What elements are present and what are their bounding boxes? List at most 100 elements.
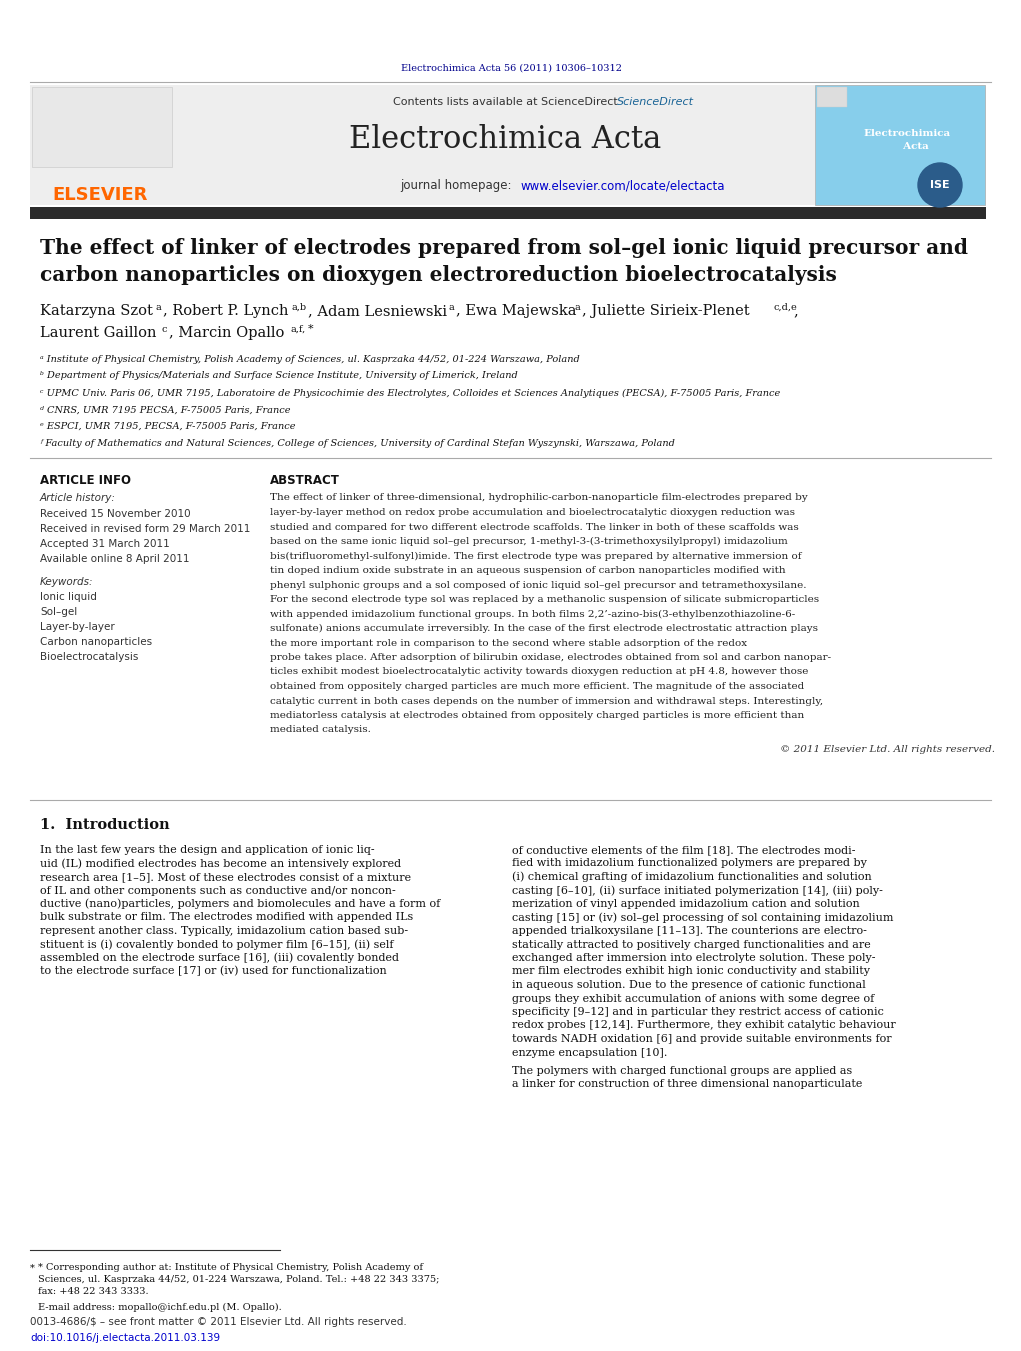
Text: , Marcin Opallo: , Marcin Opallo xyxy=(169,326,285,340)
Text: enzyme encapsulation [10].: enzyme encapsulation [10]. xyxy=(512,1047,668,1058)
Text: a linker for construction of three dimensional nanoparticulate: a linker for construction of three dimen… xyxy=(512,1079,863,1089)
Text: fax: +48 22 343 3333.: fax: +48 22 343 3333. xyxy=(38,1288,149,1297)
Text: ABSTRACT: ABSTRACT xyxy=(270,473,340,486)
Text: journal homepage:: journal homepage: xyxy=(400,180,516,192)
Text: The polymers with charged functional groups are applied as: The polymers with charged functional gro… xyxy=(512,1066,853,1075)
Text: with appended imidazolium functional groups. In both films 2,2’-azino-bis(3-ethy: with appended imidazolium functional gro… xyxy=(270,609,795,619)
Text: a: a xyxy=(448,303,453,312)
Text: assembled on the electrode surface [16], (iii) covalently bonded: assembled on the electrode surface [16],… xyxy=(40,952,399,963)
Text: , Robert P. Lynch: , Robert P. Lynch xyxy=(163,304,289,317)
Text: mer film electrodes exhibit high ionic conductivity and stability: mer film electrodes exhibit high ionic c… xyxy=(512,966,870,977)
Text: E-mail address: mopallo@ichf.edu.pl (M. Opallo).: E-mail address: mopallo@ichf.edu.pl (M. … xyxy=(38,1302,282,1312)
Text: Bioelectrocatalysis: Bioelectrocatalysis xyxy=(40,653,139,662)
Text: in aqueous solution. Due to the presence of cationic functional: in aqueous solution. Due to the presence… xyxy=(512,979,866,990)
Text: based on the same ionic liquid sol–gel precursor, 1-methyl-3-(3-trimethoxysilylp: based on the same ionic liquid sol–gel p… xyxy=(270,536,788,546)
Text: casting [6–10], (ii) surface initiated polymerization [14], (iii) poly-: casting [6–10], (ii) surface initiated p… xyxy=(512,885,883,896)
Text: www.elsevier.com/locate/electacta: www.elsevier.com/locate/electacta xyxy=(520,180,725,192)
Text: ᵈ CNRS, UMR 7195 PECSA, F-75005 Paris, France: ᵈ CNRS, UMR 7195 PECSA, F-75005 Paris, F… xyxy=(40,405,291,415)
Text: ᵇ Department of Physics/Materials and Surface Science Institute, University of L: ᵇ Department of Physics/Materials and Su… xyxy=(40,372,518,381)
Text: Received 15 November 2010: Received 15 November 2010 xyxy=(40,509,191,519)
Text: statically attracted to positively charged functionalities and are: statically attracted to positively charg… xyxy=(512,939,871,950)
Text: a: a xyxy=(574,303,580,312)
Text: exchanged after immersion into electrolyte solution. These poly-: exchanged after immersion into electroly… xyxy=(512,952,875,963)
Text: a: a xyxy=(155,303,160,312)
Text: Sol–gel: Sol–gel xyxy=(40,607,78,617)
Text: Accepted 31 March 2011: Accepted 31 March 2011 xyxy=(40,539,169,549)
Text: to the electrode surface [17] or (iv) used for functionalization: to the electrode surface [17] or (iv) us… xyxy=(40,966,387,977)
Text: casting [15] or (iv) sol–gel processing of sol containing imidazolium: casting [15] or (iv) sol–gel processing … xyxy=(512,912,893,923)
Text: c: c xyxy=(161,324,166,334)
Text: appended trialkoxysilane [11–13]. The counterions are electro-: appended trialkoxysilane [11–13]. The co… xyxy=(512,925,867,936)
Text: tin doped indium oxide substrate in an aqueous suspension of carbon nanoparticle: tin doped indium oxide substrate in an a… xyxy=(270,566,785,576)
Text: ᵉ ESPCI, UMR 7195, PECSA, F-75005 Paris, France: ᵉ ESPCI, UMR 7195, PECSA, F-75005 Paris,… xyxy=(40,422,295,431)
FancyBboxPatch shape xyxy=(30,462,255,792)
Text: 0013-4686/$ – see front matter © 2011 Elsevier Ltd. All rights reserved.: 0013-4686/$ – see front matter © 2011 El… xyxy=(30,1317,406,1327)
Text: redox probes [12,14]. Furthermore, they exhibit catalytic behaviour: redox probes [12,14]. Furthermore, they … xyxy=(512,1020,895,1031)
Text: represent another class. Typically, imidazolium cation based sub-: represent another class. Typically, imid… xyxy=(40,925,408,936)
Text: ticles exhibit modest bioelectrocatalytic activity towards dioxygen reduction at: ticles exhibit modest bioelectrocatalyti… xyxy=(270,667,809,677)
Text: , Adam Lesniewski: , Adam Lesniewski xyxy=(308,304,447,317)
Text: © 2011 Elsevier Ltd. All rights reserved.: © 2011 Elsevier Ltd. All rights reserved… xyxy=(780,744,995,754)
Text: uid (IL) modified electrodes has become an intensively explored: uid (IL) modified electrodes has become … xyxy=(40,858,401,869)
Text: Sciences, ul. Kasprzaka 44/52, 01-224 Warszawa, Poland. Tel.: +48 22 343 3375;: Sciences, ul. Kasprzaka 44/52, 01-224 Wa… xyxy=(38,1275,439,1285)
FancyBboxPatch shape xyxy=(30,207,986,219)
Text: research area [1–5]. Most of these electrodes consist of a mixture: research area [1–5]. Most of these elect… xyxy=(40,871,411,882)
Text: bulk substrate or film. The electrodes modified with appended ILs: bulk substrate or film. The electrodes m… xyxy=(40,912,414,923)
Text: Electrochimica Acta 56 (2011) 10306–10312: Electrochimica Acta 56 (2011) 10306–1031… xyxy=(400,63,622,73)
Text: carbon nanoparticles on dioxygen electroreduction bioelectrocatalysis: carbon nanoparticles on dioxygen electro… xyxy=(40,265,837,285)
Text: towards NADH oxidation [6] and provide suitable environments for: towards NADH oxidation [6] and provide s… xyxy=(512,1034,891,1044)
Text: obtained from oppositely charged particles are much more efficient. The magnitud: obtained from oppositely charged particl… xyxy=(270,682,805,690)
Text: mediatorless catalysis at electrodes obtained from oppositely charged particles : mediatorless catalysis at electrodes obt… xyxy=(270,711,805,720)
Text: the more important role in comparison to the second where stable adsorption of t: the more important role in comparison to… xyxy=(270,639,747,647)
Text: * Corresponding author at: Institute of Physical Chemistry, Polish Academy of: * Corresponding author at: Institute of … xyxy=(38,1263,423,1273)
Text: , Juliette Sirieix-Plenet: , Juliette Sirieix-Plenet xyxy=(582,304,749,317)
Text: , Ewa Majewska: , Ewa Majewska xyxy=(456,304,577,317)
Text: studied and compared for two different electrode scaffolds. The linker in both o: studied and compared for two different e… xyxy=(270,523,798,531)
Text: probe takes place. After adsorption of bilirubin oxidase, electrodes obtained fr: probe takes place. After adsorption of b… xyxy=(270,653,831,662)
Text: merization of vinyl appended imidazolium cation and solution: merization of vinyl appended imidazolium… xyxy=(512,898,860,909)
Text: doi:10.1016/j.electacta.2011.03.139: doi:10.1016/j.electacta.2011.03.139 xyxy=(30,1333,221,1343)
Text: Ionic liquid: Ionic liquid xyxy=(40,592,97,603)
Text: a,f,: a,f, xyxy=(290,324,305,334)
Text: c,d,e: c,d,e xyxy=(773,303,796,312)
Text: Received in revised form 29 March 2011: Received in revised form 29 March 2011 xyxy=(40,524,250,534)
Text: Electrochimica
     Acta: Electrochimica Acta xyxy=(864,130,951,151)
Text: ,: , xyxy=(793,304,797,317)
Text: of IL and other components such as conductive and/or noncon-: of IL and other components such as condu… xyxy=(40,885,396,896)
FancyBboxPatch shape xyxy=(195,85,815,205)
Text: (i) chemical grafting of imidazolium functionalities and solution: (i) chemical grafting of imidazolium fun… xyxy=(512,871,872,882)
Text: groups they exhibit accumulation of anions with some degree of: groups they exhibit accumulation of anio… xyxy=(512,993,874,1004)
Text: ᵃ Institute of Physical Chemistry, Polish Academy of Sciences, ul. Kasprzaka 44/: ᵃ Institute of Physical Chemistry, Polis… xyxy=(40,355,580,365)
Text: of conductive elements of the film [18]. The electrodes modi-: of conductive elements of the film [18].… xyxy=(512,844,856,855)
Text: ScienceDirect: ScienceDirect xyxy=(617,97,694,107)
Text: Electrochimica Acta: Electrochimica Acta xyxy=(349,124,662,155)
Text: ARTICLE INFO: ARTICLE INFO xyxy=(40,473,131,486)
FancyBboxPatch shape xyxy=(815,85,985,205)
Text: ISE: ISE xyxy=(930,180,950,190)
FancyBboxPatch shape xyxy=(32,86,172,168)
Text: stituent is (i) covalently bonded to polymer film [6–15], (ii) self: stituent is (i) covalently bonded to pol… xyxy=(40,939,393,950)
Text: sulfonate) anions accumulate irreversibly. In the case of the first electrode el: sulfonate) anions accumulate irreversibl… xyxy=(270,624,818,634)
Text: *: * xyxy=(30,1263,35,1273)
Text: Laurent Gaillon: Laurent Gaillon xyxy=(40,326,156,340)
Text: ductive (nano)particles, polymers and biomolecules and have a form of: ductive (nano)particles, polymers and bi… xyxy=(40,898,440,909)
Text: 1.  Introduction: 1. Introduction xyxy=(40,817,169,832)
Text: ᶜ UPMC Univ. Paris 06, UMR 7195, Laboratoire de Physicochimie des Electrolytes, : ᶜ UPMC Univ. Paris 06, UMR 7195, Laborat… xyxy=(40,389,780,397)
Text: mediated catalysis.: mediated catalysis. xyxy=(270,725,371,735)
Text: fied with imidazolium functionalized polymers are prepared by: fied with imidazolium functionalized pol… xyxy=(512,858,867,869)
Text: Katarzyna Szot: Katarzyna Szot xyxy=(40,304,153,317)
FancyBboxPatch shape xyxy=(817,86,847,107)
Text: specificity [9–12] and in particular they restrict access of cationic: specificity [9–12] and in particular the… xyxy=(512,1006,884,1017)
Text: The effect of linker of three-dimensional, hydrophilic-carbon-nanoparticle film-: The effect of linker of three-dimensiona… xyxy=(270,493,808,503)
Text: The effect of linker of electrodes prepared from sol–gel ionic liquid precursor : The effect of linker of electrodes prepa… xyxy=(40,238,968,258)
Text: phenyl sulphonic groups and a sol composed of ionic liquid sol–gel precursor and: phenyl sulphonic groups and a sol compos… xyxy=(270,581,807,589)
Text: Article history:: Article history: xyxy=(40,493,115,503)
Text: layer-by-layer method on redox probe accumulation and bioelectrocatalytic dioxyg: layer-by-layer method on redox probe acc… xyxy=(270,508,795,517)
Text: ELSEVIER: ELSEVIER xyxy=(52,186,148,204)
Text: Keywords:: Keywords: xyxy=(40,577,94,586)
Text: catalytic current in both cases depends on the number of immersion and withdrawa: catalytic current in both cases depends … xyxy=(270,697,823,705)
Text: Carbon nanoparticles: Carbon nanoparticles xyxy=(40,638,152,647)
Text: a,b: a,b xyxy=(291,303,306,312)
Text: *: * xyxy=(308,324,313,334)
Text: Layer-by-layer: Layer-by-layer xyxy=(40,621,114,632)
